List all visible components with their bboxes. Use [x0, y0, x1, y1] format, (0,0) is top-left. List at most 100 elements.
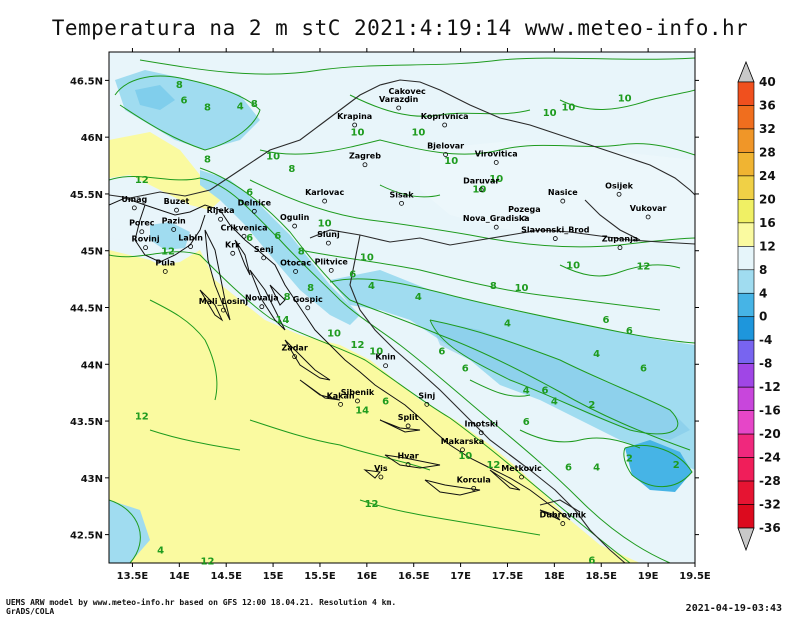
contour-label: 8	[298, 247, 305, 258]
city-label: Novalja	[245, 294, 279, 303]
city-dot	[471, 485, 477, 491]
contour-label: 12	[636, 261, 650, 272]
contour-label: 12	[161, 247, 175, 258]
city-label: Nova_Gradiska	[463, 214, 530, 223]
colorbar-bin	[737, 316, 755, 341]
city-label: Virovitica	[475, 149, 518, 158]
y-tick-label: 43N	[81, 474, 103, 485]
contour-label: 8	[288, 164, 295, 175]
city-dot	[188, 244, 193, 249]
city-dot	[293, 269, 298, 274]
contour-label: 10	[515, 283, 529, 294]
city-dot	[424, 401, 430, 407]
colorbar-bin	[737, 457, 755, 482]
y-tick-label: 46N	[81, 133, 103, 144]
contour-label: 10	[369, 347, 383, 358]
city-dot	[478, 187, 484, 193]
contour-label: 6	[246, 188, 253, 199]
colorbar-bottom-arrow	[737, 527, 755, 552]
city-label: Nasice	[548, 188, 578, 197]
city-dot	[162, 269, 168, 274]
city-dot	[521, 215, 527, 221]
contour-label: 8	[307, 283, 314, 294]
colorbar-label: 12	[759, 239, 776, 253]
colorbar-label: 0	[759, 310, 767, 324]
city-label: Pula	[155, 258, 175, 267]
contour-label: 12	[351, 340, 365, 351]
contour-label: 10	[618, 93, 632, 104]
city-dot	[355, 398, 360, 404]
city-label: Senj	[254, 245, 274, 254]
contour-label: 10	[351, 127, 365, 138]
contour-label: 10	[318, 218, 332, 229]
colorbar-bin	[737, 433, 755, 458]
warm-zone-nw	[109, 132, 225, 210]
city-dot	[442, 122, 448, 128]
contour-label: 10	[327, 328, 341, 339]
contour-label: 6	[349, 269, 356, 280]
city-dot	[338, 401, 343, 407]
city-label: Makarska	[441, 437, 485, 446]
city-label: Pozega	[508, 205, 541, 214]
contour-label: 12	[486, 460, 500, 471]
colorbar-bin	[737, 339, 755, 364]
x-tick-label: 15.5E	[304, 571, 336, 582]
pannonian-mild	[420, 140, 695, 245]
colorbar-label: -8	[759, 357, 772, 371]
colorbar-label: 8	[759, 263, 767, 277]
city-label: Sisak	[390, 190, 415, 199]
issue-timestamp: 2021-04-19-03:43	[685, 603, 782, 614]
colorbar-bin	[737, 269, 755, 294]
contour-label: 8	[490, 281, 497, 292]
contour-label: 4	[368, 281, 375, 292]
colorbar-label: -24	[759, 451, 781, 465]
contour-label: 10	[561, 103, 575, 114]
city-label: Pazin	[162, 216, 186, 225]
contour-label: 6	[588, 556, 595, 567]
contour-label: 4	[415, 292, 422, 303]
contour-label: 8	[204, 155, 211, 166]
city-label: Porec	[129, 219, 155, 228]
colorbar-label: -32	[759, 498, 781, 512]
city-dot	[493, 160, 499, 165]
colorbar-label: -16	[759, 404, 781, 418]
city-label: Metkovic	[501, 464, 542, 473]
city-dot	[645, 214, 651, 220]
contour-label: 12	[135, 175, 149, 186]
city-dot	[443, 152, 448, 157]
city-label: Umag	[121, 195, 147, 204]
contour-label: 14	[275, 315, 289, 326]
y-tick-label: 46.5N	[70, 76, 103, 87]
alpine-colder-core	[135, 85, 175, 110]
colorbar-bin	[737, 386, 755, 411]
city-label: Otocac	[280, 258, 311, 267]
city-dot	[560, 198, 566, 204]
x-tick-label: 19E	[638, 571, 659, 582]
colorbar-bin	[737, 292, 755, 318]
map-title: Temperatura na 2 m stC 2021:4:19:14 www.…	[51, 16, 749, 40]
contour-label: 4	[551, 397, 558, 408]
dinaric-colder-core	[430, 320, 690, 440]
colorbar-label: 4	[759, 286, 767, 300]
colorbar-bin	[737, 410, 755, 435]
temperature-field	[109, 52, 695, 563]
contour-label: 4	[504, 318, 511, 329]
contour-label: 2	[588, 400, 595, 411]
city-dot	[139, 229, 145, 235]
contour-label: 12	[135, 411, 149, 422]
contour-label: 12	[365, 499, 379, 510]
city-label: Zadar	[282, 344, 308, 353]
city-dot	[174, 207, 179, 213]
colorbar-bin	[737, 105, 755, 130]
city-label: Rijeka	[207, 206, 235, 215]
city-label: Imotski	[464, 420, 498, 429]
software-label: GrADS/COLA	[6, 607, 55, 616]
city-label: Split	[398, 413, 419, 422]
city-label: Gospic	[293, 295, 323, 304]
x-tick-label: 16.5E	[398, 571, 430, 582]
contour-label: 6	[462, 364, 469, 375]
city-label: Osijek	[605, 181, 633, 190]
city-label: Delnice	[238, 198, 272, 207]
